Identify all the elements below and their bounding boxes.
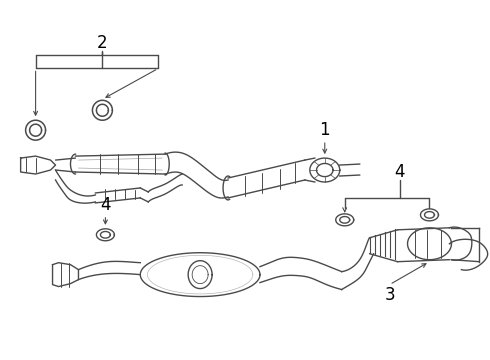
Text: 4: 4 <box>394 163 405 181</box>
Text: 3: 3 <box>384 285 395 303</box>
Text: 4: 4 <box>100 196 111 214</box>
Text: 2: 2 <box>97 33 108 51</box>
Text: 1: 1 <box>319 121 330 139</box>
